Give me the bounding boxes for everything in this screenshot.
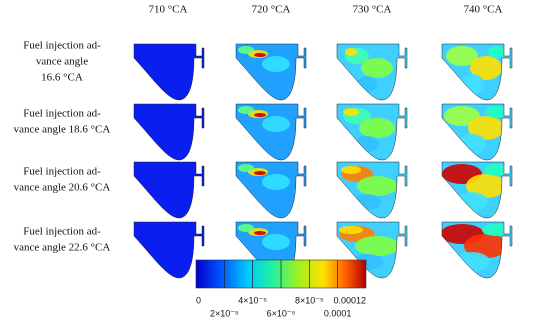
colorbar-label: 0.00012 — [333, 295, 366, 305]
row-label: Fuel injection ad- — [23, 226, 101, 238]
row-label: vance angle — [36, 56, 88, 68]
contour-grid — [133, 43, 513, 279]
contour-blob — [254, 231, 266, 235]
colorbar: 0 2×10⁻⁵ 4×10⁻⁵6×10⁻⁵ 8×10⁻⁵0.0001 0.00012 — [195, 259, 367, 318]
contour-blob — [470, 56, 502, 80]
contour-cell — [441, 103, 513, 161]
contour-blob — [486, 106, 506, 118]
contour-cell — [336, 161, 408, 219]
contour-blob — [254, 113, 266, 117]
contour-blob — [446, 46, 478, 66]
contour-blob — [262, 56, 290, 72]
contour-blob — [458, 134, 486, 154]
colorbar-label: 0.0001 — [324, 308, 352, 318]
contour-blob — [341, 166, 361, 174]
contour-cell — [336, 103, 408, 161]
contour-cell — [336, 43, 408, 101]
contour-blob — [262, 116, 290, 132]
contour-blob — [238, 46, 254, 54]
contour-blob — [357, 176, 397, 196]
contour-blobs — [343, 108, 395, 152]
contour-cell — [235, 161, 307, 219]
contour-blob — [238, 224, 254, 232]
contour-blob — [454, 252, 490, 272]
contour-cell — [133, 43, 205, 101]
contour-blob — [482, 224, 510, 236]
column-header: 730 °CA — [353, 4, 392, 16]
colorbar-label: 2×10⁻⁵ — [210, 308, 239, 318]
contour-cell — [235, 103, 307, 161]
colorbar-label: 8×10⁻⁵ — [295, 295, 324, 305]
contour-blob — [444, 106, 480, 126]
contour-blob — [355, 236, 399, 256]
contour-blob — [361, 58, 393, 78]
contour-blob — [343, 108, 359, 116]
row-label: Fuel injection ad- — [23, 166, 101, 178]
contour-blob — [238, 164, 254, 172]
contour-blobs — [442, 224, 510, 272]
contour-blob — [484, 164, 508, 176]
contour-blob — [359, 118, 395, 138]
contour-blob — [353, 194, 381, 210]
contour-blob — [466, 174, 506, 198]
contour-blob — [345, 48, 357, 56]
contour-blob — [262, 174, 290, 190]
contour-cell — [441, 221, 513, 279]
labels: 710 °CA 720 °CA 730 °CA 740 °CA Fuel injecti… — [14, 4, 503, 254]
colorbar-label: 4×10⁻⁵ — [238, 295, 267, 305]
row-label: Fuel injection ad- — [23, 40, 101, 52]
column-header: 710 °CA — [149, 4, 188, 16]
column-header: 740 °CA — [464, 4, 503, 16]
colorbar-label: 0 — [196, 295, 201, 305]
contour-blob — [238, 106, 254, 114]
contour-blob — [460, 74, 484, 94]
contour-cell — [133, 103, 205, 161]
contour-cell — [133, 221, 205, 279]
column-header: 720 °CA — [252, 4, 291, 16]
row-label: vance angle 20.6 °CA — [14, 182, 111, 194]
contour-blob — [456, 192, 488, 212]
row-label: vance angle 22.6 °CA — [14, 242, 111, 254]
contour-blob — [262, 234, 290, 250]
contour-blobs — [442, 164, 508, 212]
row-label: vance angle 18.6 °CA — [14, 124, 111, 136]
contour-blobs — [238, 46, 290, 72]
contour-cell — [133, 161, 205, 219]
contour-cell — [235, 221, 307, 279]
row-label: Fuel injection ad- — [23, 108, 101, 120]
contour-blobs — [446, 46, 504, 94]
contour-blob — [355, 136, 379, 152]
contour-blob — [468, 116, 504, 140]
contour-blobs — [238, 224, 290, 250]
contour-blob — [339, 226, 363, 234]
contour-blobs — [341, 166, 397, 210]
contour-cell — [441, 161, 513, 219]
contour-blob — [254, 53, 266, 57]
contour-cell — [441, 43, 513, 101]
contour-blobs — [238, 106, 290, 132]
contour-cell — [235, 43, 307, 101]
contour-blob — [464, 234, 508, 258]
colorbar-label: 6×10⁻⁵ — [267, 308, 296, 318]
contour-blob — [488, 46, 504, 58]
contour-blobs — [238, 164, 290, 190]
row-label: 16.6 °CA — [41, 72, 83, 84]
contour-blob — [254, 171, 266, 175]
